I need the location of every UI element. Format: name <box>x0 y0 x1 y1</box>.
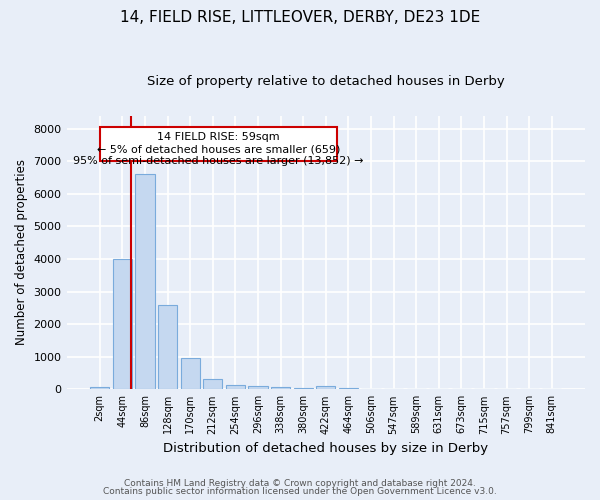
Bar <box>271 387 290 390</box>
Bar <box>203 379 223 390</box>
Text: Contains HM Land Registry data © Crown copyright and database right 2024.: Contains HM Land Registry data © Crown c… <box>124 478 476 488</box>
Bar <box>226 386 245 390</box>
Text: 14 FIELD RISE: 59sqm: 14 FIELD RISE: 59sqm <box>157 132 280 142</box>
Bar <box>181 358 200 390</box>
X-axis label: Distribution of detached houses by size in Derby: Distribution of detached houses by size … <box>163 442 488 455</box>
Title: Size of property relative to detached houses in Derby: Size of property relative to detached ho… <box>147 75 505 88</box>
Bar <box>113 259 132 390</box>
Bar <box>158 304 177 390</box>
Text: 95% of semi-detached houses are larger (13,852) →: 95% of semi-detached houses are larger (… <box>73 156 364 166</box>
Bar <box>248 386 268 390</box>
Bar <box>339 388 358 390</box>
Bar <box>90 387 109 390</box>
Bar <box>136 174 155 390</box>
Text: 14, FIELD RISE, LITTLEOVER, DERBY, DE23 1DE: 14, FIELD RISE, LITTLEOVER, DERBY, DE23 … <box>120 10 480 25</box>
Text: ← 5% of detached houses are smaller (659): ← 5% of detached houses are smaller (659… <box>97 145 340 155</box>
Y-axis label: Number of detached properties: Number of detached properties <box>15 160 28 346</box>
Bar <box>293 388 313 390</box>
Bar <box>316 386 335 390</box>
Text: Contains public sector information licensed under the Open Government Licence v3: Contains public sector information licen… <box>103 487 497 496</box>
FancyBboxPatch shape <box>100 127 337 161</box>
